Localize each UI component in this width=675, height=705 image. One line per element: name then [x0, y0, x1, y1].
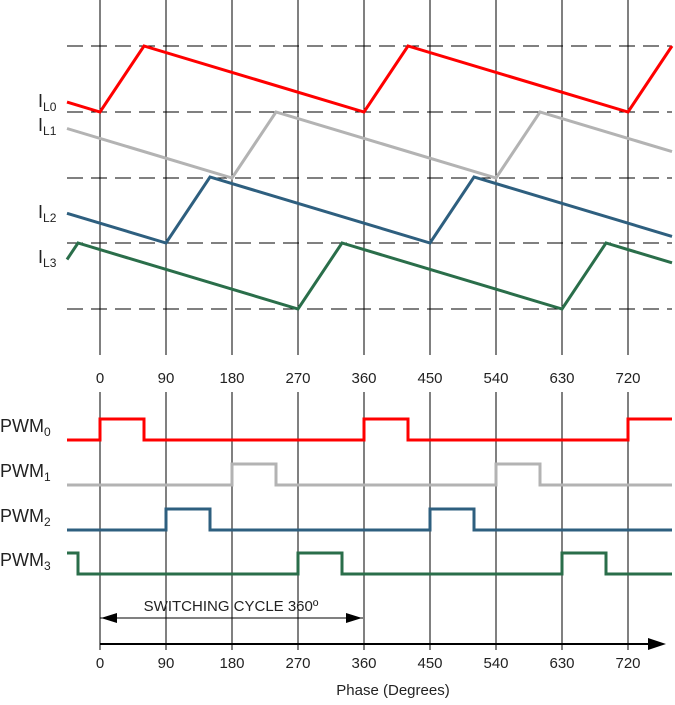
- inductor-current-l0: [66, 44, 674, 114]
- phase-tick-label: 630: [549, 655, 574, 672]
- phase-tick-label: 180: [219, 370, 244, 387]
- phase-tick-labels: 0 0 90 90 180 180 270 270 360 360 450 450 540 540 630 6…: [96, 370, 641, 672]
- axis-arrow-icon: [648, 638, 666, 650]
- phase-tick-label: 270: [285, 370, 310, 387]
- phase-tick-label: 0: [96, 370, 104, 387]
- pwm-label: PWM0: [0, 416, 51, 439]
- phase-tick-label: 630: [549, 370, 574, 387]
- phase-tick-label: 540: [483, 655, 508, 672]
- inductor-current-l1: [66, 110, 673, 180]
- phase-tick-label: 360: [351, 370, 376, 387]
- phase-tick-label: 180: [219, 655, 244, 672]
- current-label: IL3: [38, 247, 57, 270]
- arrow-right-icon: [346, 613, 362, 623]
- pwm-label: PWM3: [0, 550, 51, 573]
- switching-cycle-label: SWITCHING CYCLE 360º: [144, 598, 319, 615]
- phase-axis: Phase (Degrees): [100, 638, 666, 699]
- phase-tick-label: 450: [417, 655, 442, 672]
- current-label: IL0: [38, 91, 57, 114]
- pwm-2-signal: [67, 507, 672, 532]
- phase-tick-label: 540: [483, 370, 508, 387]
- phase-tick-label: 0: [96, 655, 104, 672]
- pwm-0-signal: [67, 417, 672, 442]
- pwm-1-signal: [67, 462, 672, 487]
- pwm-3-signal: [67, 551, 672, 576]
- inductor-current-l3: [65, 241, 673, 311]
- phase-tick-label: 720: [615, 370, 640, 387]
- arrow-left-icon: [101, 613, 117, 623]
- phase-tick-label: 360: [351, 655, 376, 672]
- pwm-label: PWM1: [0, 461, 51, 484]
- phase-tick-label: 90: [158, 655, 175, 672]
- pwm-label: PWM2: [0, 506, 51, 529]
- phase-tick-label: 720: [615, 655, 640, 672]
- phase-tick-label: 90: [158, 370, 175, 387]
- current-label: IL1: [38, 115, 57, 138]
- phase-tick-label: 270: [285, 655, 310, 672]
- inductor-current-l2: [66, 175, 673, 245]
- pwm-waveforms: PWM0 PWM1 PWM2 PWM3: [0, 416, 672, 576]
- switching-cycle-annotation: SWITCHING CYCLE 360º: [100, 598, 363, 623]
- current-label: IL2: [38, 202, 57, 225]
- x-axis-label: Phase (Degrees): [336, 682, 449, 699]
- phase-tick-label: 450: [417, 370, 442, 387]
